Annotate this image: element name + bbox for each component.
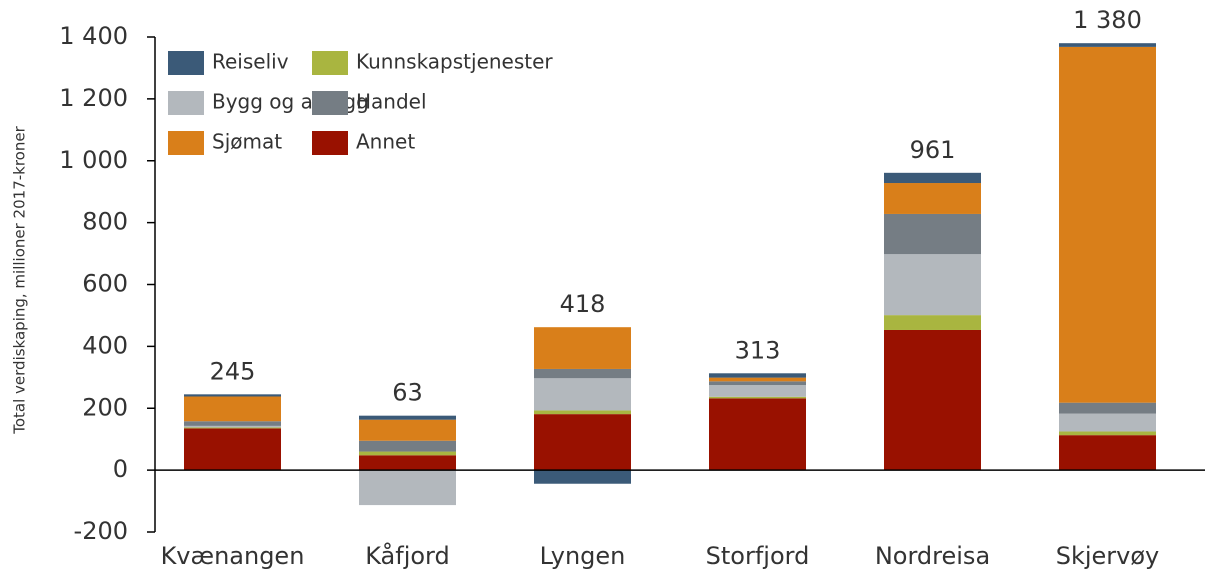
x-tick-label: Storfjord (706, 542, 810, 570)
bar-segment (359, 470, 456, 506)
legend-swatch (168, 51, 204, 75)
bar-segment (184, 427, 281, 429)
bar-segment (184, 428, 281, 471)
bar-segment (184, 394, 281, 397)
bar-segment (534, 378, 631, 411)
bar-segment (1059, 435, 1156, 471)
y-tick-label: 800 (82, 208, 128, 236)
legend-label: Reiseliv (212, 50, 289, 74)
bar-segment (884, 213, 981, 255)
bar-segment (709, 396, 806, 399)
bar-segment (884, 172, 981, 184)
legend-label: Sjømat (212, 130, 282, 154)
total-label: 418 (560, 290, 606, 318)
y-tick-label: 1 000 (59, 146, 128, 174)
legend-swatch (312, 91, 348, 115)
total-label: 63 (392, 379, 423, 407)
x-tick-label: Nordreisa (875, 542, 990, 570)
bar-segment (184, 396, 281, 422)
bar-segment (534, 470, 631, 484)
bar-segment (709, 385, 806, 397)
y-tick-label: -200 (74, 517, 128, 545)
bar-segment (359, 419, 456, 441)
legend-label: Annet (356, 130, 415, 154)
bar-segment (1059, 402, 1156, 414)
bar-segment (1059, 413, 1156, 432)
total-label: 961 (910, 136, 956, 164)
y-tick-label: 1 200 (59, 84, 128, 112)
bar-segment (709, 377, 806, 382)
bar-segment (534, 368, 631, 379)
legend-label: Kunnskapstjenester (356, 50, 553, 74)
total-label: 313 (735, 336, 781, 364)
bar-segment (359, 451, 456, 456)
y-tick-label: 400 (82, 331, 128, 359)
bar-segment (359, 415, 456, 420)
x-tick-label: Skjervøy (1056, 542, 1160, 570)
legend-swatch (168, 91, 204, 115)
legend-swatch (168, 131, 204, 155)
legend-label: Handel (356, 90, 427, 114)
y-axis-label: Total verdiskaping, millioner 2017-krone… (11, 125, 29, 434)
y-tick-label: 600 (82, 270, 128, 298)
bar-segment (1059, 46, 1156, 403)
bar-segment (1059, 431, 1156, 436)
bar-segment (184, 421, 281, 426)
bar-segment (534, 410, 631, 415)
bar-segment (884, 315, 981, 330)
bar-segment (884, 254, 981, 316)
bar-segment (1059, 43, 1156, 47)
bar-segment (359, 455, 456, 471)
bar-segment (184, 425, 281, 428)
bar-segment (709, 381, 806, 386)
bar-segment (534, 414, 631, 471)
bar-segment (709, 373, 806, 378)
bar-segment (884, 183, 981, 214)
legend-swatch (312, 131, 348, 155)
x-tick-label: Kvænangen (161, 542, 305, 570)
y-tick-label: 200 (82, 393, 128, 421)
x-tick-label: Kåfjord (365, 541, 450, 570)
x-tick-label: Lyngen (540, 542, 626, 570)
bar-segment (534, 327, 631, 369)
bar-segment (359, 440, 456, 452)
bar-segment (709, 398, 806, 471)
y-tick-label: 0 (113, 455, 128, 483)
total-label: 1 380 (1073, 6, 1142, 34)
bar-segment (884, 329, 981, 471)
y-tick-label: 1 400 (59, 22, 128, 50)
total-label: 245 (210, 357, 256, 385)
legend-swatch (312, 51, 348, 75)
